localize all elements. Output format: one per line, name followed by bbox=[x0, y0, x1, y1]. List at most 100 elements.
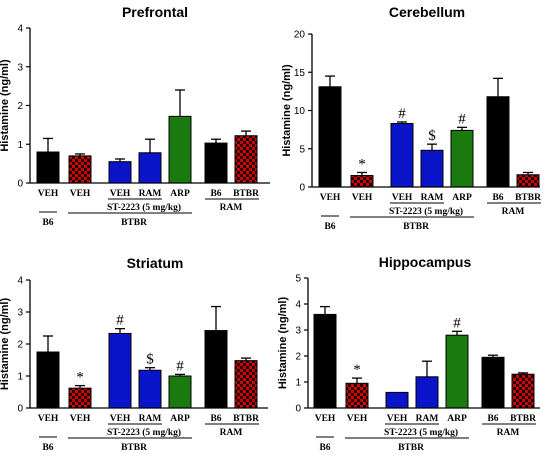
y-tick-label: 15 bbox=[294, 68, 306, 79]
group-label-ram: RAM bbox=[220, 203, 243, 213]
bar bbox=[313, 313, 337, 409]
category-label: ARP bbox=[447, 414, 467, 424]
panel-title: Striatum bbox=[127, 255, 184, 271]
bar bbox=[511, 373, 535, 409]
bar bbox=[168, 115, 192, 184]
category-label: ARP bbox=[170, 414, 190, 424]
bar bbox=[168, 375, 192, 409]
y-tick-label: 4 bbox=[17, 24, 23, 35]
panel-title: Cerebellum bbox=[389, 4, 465, 20]
bar bbox=[138, 369, 162, 409]
group-label-btbr: BTBR bbox=[398, 443, 424, 453]
group-label-b6: B6 bbox=[42, 443, 53, 453]
y-axis-label: Histamine (ng/ml) bbox=[0, 298, 11, 391]
bar bbox=[36, 151, 60, 184]
bar bbox=[234, 360, 258, 409]
group-label-btbr: BTBR bbox=[121, 443, 147, 453]
significance-mark: # bbox=[453, 315, 461, 331]
bar bbox=[345, 382, 369, 409]
bar bbox=[481, 356, 505, 409]
category-label: RAM bbox=[416, 414, 439, 424]
category-label: VEH bbox=[347, 414, 368, 424]
group-label-b6: B6 bbox=[42, 218, 53, 228]
y-tick-label: 0 bbox=[17, 179, 23, 190]
bar bbox=[385, 391, 409, 409]
group-label-btbr: BTBR bbox=[121, 218, 147, 228]
y-tick-label: 4 bbox=[295, 300, 301, 311]
y-tick-label: 2 bbox=[17, 101, 23, 112]
group-label-st2223: ST-2223 (5 mg/kg) bbox=[389, 206, 463, 217]
category-label: ARP bbox=[170, 189, 190, 199]
category-label: VEH bbox=[320, 193, 341, 203]
y-tick-label: 1 bbox=[295, 378, 301, 389]
bar bbox=[234, 135, 258, 184]
y-tick-label: 3 bbox=[295, 326, 301, 337]
bar bbox=[420, 149, 444, 188]
group-label-ram: RAM bbox=[220, 428, 243, 438]
panel-title: Hippocampus bbox=[379, 254, 472, 270]
category-label: BTBR bbox=[515, 193, 541, 203]
bar bbox=[445, 334, 469, 409]
significance-mark: # bbox=[398, 106, 406, 122]
y-tick-label: 5 bbox=[299, 144, 305, 155]
y-tick-label: 2 bbox=[295, 352, 301, 363]
group-label-b6: B6 bbox=[324, 222, 335, 232]
bar bbox=[108, 161, 132, 184]
y-tick-label: 0 bbox=[17, 404, 23, 415]
bar bbox=[350, 175, 374, 188]
y-tick-label: 5 bbox=[295, 274, 301, 285]
category-label: VEH bbox=[70, 189, 91, 199]
category-label: RAM bbox=[139, 414, 162, 424]
category-label: VEH bbox=[315, 414, 336, 424]
significance-mark: # bbox=[458, 111, 466, 127]
significance-mark: $ bbox=[428, 128, 436, 144]
bar bbox=[36, 351, 60, 409]
panel-title: Prefrontal bbox=[122, 4, 188, 20]
significance-mark: # bbox=[176, 358, 184, 374]
bar bbox=[415, 376, 439, 409]
group-label-b6: B6 bbox=[319, 443, 330, 453]
category-label: VEH bbox=[110, 189, 131, 199]
category-label: B6 bbox=[492, 193, 503, 203]
y-tick-label: 3 bbox=[17, 308, 23, 319]
bar bbox=[486, 96, 510, 188]
category-label: BTBR bbox=[510, 414, 536, 424]
category-label: VEH bbox=[352, 193, 373, 203]
bar bbox=[204, 330, 228, 409]
group-label-st2223: ST-2223 (5 mg/kg) bbox=[107, 202, 181, 213]
y-tick-label: 2 bbox=[17, 340, 23, 351]
y-tick-label: 0 bbox=[295, 404, 301, 415]
y-axis-label: Histamine (ng/ml) bbox=[281, 64, 293, 157]
category-label: VEH bbox=[387, 414, 408, 424]
y-tick-label: 20 bbox=[294, 30, 306, 41]
category-label: B6 bbox=[210, 414, 221, 424]
significance-mark: * bbox=[353, 362, 361, 378]
panel-0: Prefrontal 0 1 2 3 4 Histamine (ng/ml) VEH VEH VE… bbox=[0, 4, 270, 228]
y-axis-label: Histamine (ng/ml) bbox=[0, 59, 11, 152]
category-label: VEH bbox=[38, 189, 59, 199]
category-label: ARP bbox=[452, 193, 472, 203]
significance-mark: * bbox=[76, 370, 84, 386]
group-label-st2223: ST-2223 (5 mg/kg) bbox=[107, 427, 181, 438]
bar bbox=[68, 387, 92, 409]
category-label: B6 bbox=[487, 414, 498, 424]
bar bbox=[390, 123, 414, 188]
bar bbox=[204, 142, 228, 184]
bar bbox=[516, 174, 540, 188]
y-tick-label: 1 bbox=[17, 140, 23, 151]
y-tick-label: 0 bbox=[299, 183, 305, 194]
panel-3: Hippocampus 0 1 2 3 4 5 Histamine (ng/ml) * # VEH V… bbox=[277, 254, 540, 453]
category-label: VEH bbox=[110, 414, 131, 424]
y-tick-label: 3 bbox=[17, 62, 23, 73]
significance-mark: * bbox=[358, 156, 366, 172]
group-label-st2223: ST-2223 (5 mg/kg) bbox=[384, 427, 458, 438]
category-label: VEH bbox=[392, 193, 413, 203]
category-label: RAM bbox=[139, 189, 162, 199]
category-label: BTBR bbox=[233, 414, 259, 424]
group-label-ram: RAM bbox=[502, 207, 525, 217]
significance-mark: $ bbox=[146, 352, 154, 368]
y-tick-label: 10 bbox=[294, 106, 306, 117]
bar bbox=[138, 152, 162, 184]
category-label: RAM bbox=[421, 193, 444, 203]
